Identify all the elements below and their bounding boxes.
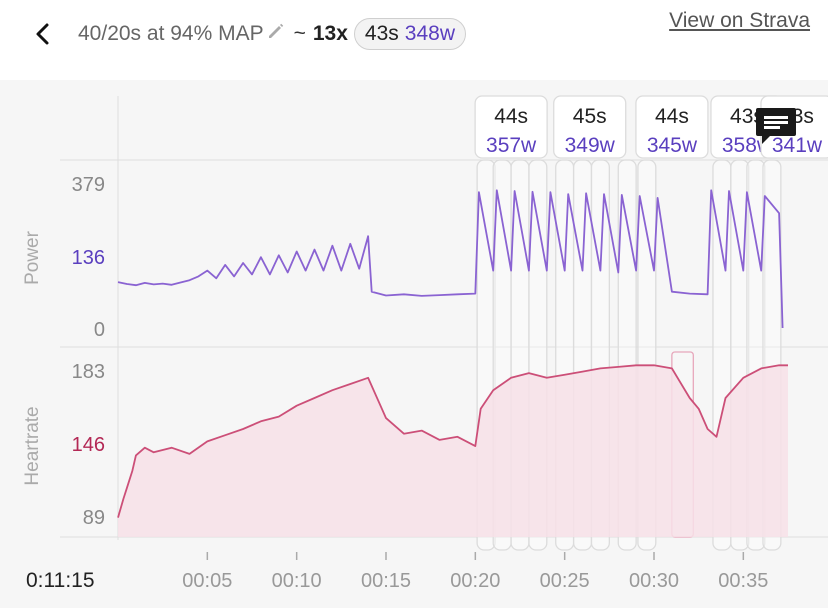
- power-axis-label: Power: [22, 230, 43, 285]
- x-tick-label: 00:15: [361, 570, 411, 592]
- interval-label-box[interactable]: [553, 95, 627, 159]
- power-tick-max: 379: [72, 174, 105, 196]
- x-tick-label: 00:05: [182, 570, 232, 592]
- workout-chart[interactable]: 00:05 00:10 00:15 00:20 00:25 00:30 00:35 44s 3…: [0, 80, 828, 608]
- heartrate-axis-label: Heartrate: [22, 406, 43, 485]
- x-axis: 00:05 00:10 00:15 00:20 00:25 00:30 00:35: [182, 552, 768, 592]
- interval-label-box[interactable]: [635, 95, 709, 159]
- interval-count: 13x: [312, 22, 348, 45]
- interval-label-power: 358w: [722, 134, 773, 157]
- workout-title[interactable]: 40/20s at 94% MAP: [78, 22, 264, 45]
- cursor-time: 0:11:15: [26, 569, 95, 592]
- x-tick-label: 00:25: [540, 570, 590, 592]
- chevron-left-icon[interactable]: [28, 18, 60, 50]
- interval-label-power: 341w: [772, 134, 823, 157]
- interval-label-power: 357w: [486, 134, 537, 157]
- hr-tick-min: 89: [83, 507, 105, 529]
- x-tick-label: 00:35: [718, 570, 768, 592]
- workout-title-row: 40/20s at 94% MAP ~ 13x 43s 348w: [78, 18, 466, 50]
- interval-label[interactable]: 44s 345w: [635, 95, 709, 159]
- summary-power: 348w: [404, 22, 455, 45]
- interval-label-power: 345w: [647, 134, 698, 157]
- heartrate-series: [117, 364, 788, 537]
- interval-label-box[interactable]: [474, 95, 548, 159]
- power-tick-min: 0: [94, 319, 105, 341]
- view-on-strava-link[interactable]: View on Strava: [669, 9, 810, 32]
- power-series: [117, 189, 784, 329]
- x-tick-label: 00:30: [629, 570, 679, 592]
- interval-label-time: 45s: [573, 105, 607, 128]
- interval-label-time: 44s: [655, 105, 689, 128]
- heartrate-area: [118, 365, 788, 537]
- interval-label-time: 44s: [494, 105, 528, 128]
- hr-tick-max: 183: [72, 361, 105, 383]
- x-tick-label: 00:10: [272, 570, 322, 592]
- interval-label-time: 43s: [730, 105, 764, 128]
- heartrate-line: [117, 364, 788, 518]
- summary-pill: 43s 348w: [353, 18, 466, 50]
- pencil-icon[interactable]: [266, 21, 286, 47]
- header-bar: 40/20s at 94% MAP ~ 13x 43s 348w View on…: [0, 0, 828, 80]
- power-tick-mid: 136: [72, 247, 105, 269]
- interval-label[interactable]: 45s 349w: [553, 95, 627, 159]
- comment-icon[interactable]: [756, 108, 796, 144]
- summary-time: 43s: [364, 22, 399, 45]
- hr-tick-mid: 146: [72, 434, 105, 456]
- x-tick-label: 00:20: [450, 570, 500, 592]
- tilde: ~: [293, 22, 306, 45]
- interval-label-power: 349w: [565, 134, 616, 157]
- interval-label[interactable]: 44s 357w: [474, 95, 548, 159]
- power-line: [117, 189, 784, 329]
